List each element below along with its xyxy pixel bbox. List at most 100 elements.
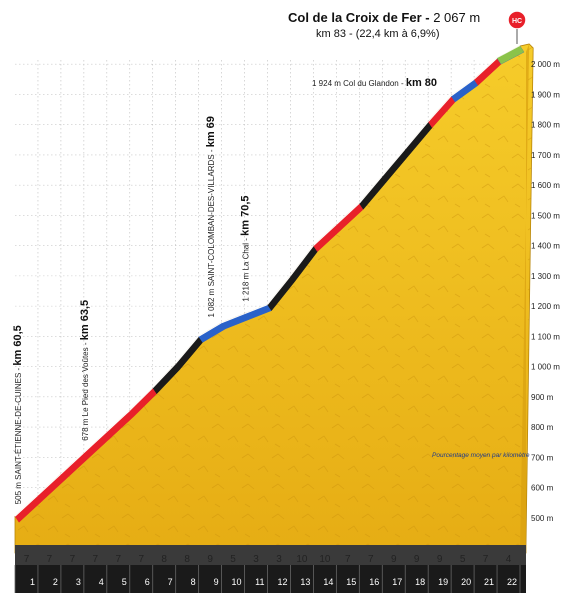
gradient-label: 10 (319, 554, 331, 565)
place-name: SAINT-ÉTIENNE-DE-CUINES - (14, 366, 23, 480)
place-altitude: 1 082 m (207, 286, 216, 317)
altitude-tick-label: 700 m (531, 453, 554, 462)
altitude-tick-label: 600 m (531, 484, 554, 493)
place-altitude: 1 218 m (242, 271, 251, 302)
ridge-highlight (290, 245, 314, 277)
gradient-label: 5 (460, 554, 466, 565)
gradient-note: Pourcentage moyen par kilomètre (432, 452, 530, 459)
km-label: 12 (277, 577, 287, 587)
gradient-label: 7 (368, 554, 374, 565)
chart-title: Col de la Croix de Fer - 2 067 m (288, 10, 480, 25)
km-label: 9 (214, 577, 219, 587)
km-label: 17 (392, 577, 402, 587)
km-label: 14 (323, 577, 333, 587)
altitude-tick-label: 1 000 m (531, 363, 560, 372)
place-name: La Chal - (242, 236, 251, 271)
mountain-side-face (520, 43, 530, 553)
ridge-highlight (60, 452, 85, 475)
place-km: km 70,5 (240, 195, 252, 235)
summit-altitude: 2 067 m (433, 10, 480, 25)
gradient-labels: 7 7 7 7 7 7 8 8 9 5 3 3 10 10 7 7 9 9 9 5 7 4 (24, 554, 512, 565)
altitude-axis: 500 m 600 m 700 m 800 m 900 m 1 000 m 1 100 m 1… (531, 60, 560, 523)
km-label: 18 (415, 577, 425, 587)
ridge-highlight (106, 410, 131, 432)
gradient-label: 7 (24, 554, 30, 565)
place-km: km 63,5 (79, 300, 91, 340)
gradient-label: 3 (276, 554, 282, 565)
ridge-highlight (381, 148, 406, 177)
place-annotation: 1 218 m La Chal - km 70,5 (240, 195, 252, 301)
gradient-label: 9 (414, 554, 420, 565)
gradient-label: 7 (138, 554, 144, 565)
ridge-highlight (267, 275, 291, 305)
km-label: 20 (461, 577, 471, 587)
km-label: 22 (507, 577, 517, 587)
gradient-label: 9 (391, 554, 397, 565)
ridge-highlight (221, 313, 245, 324)
hc-badge-label: HC (512, 18, 522, 25)
gradient-label: 7 (93, 554, 99, 565)
altitude-tick-label: 1 900 m (531, 90, 560, 99)
ridge-highlight (358, 175, 383, 204)
km-label: 16 (369, 577, 379, 587)
glandon-place: Col du Glandon - (343, 79, 406, 88)
altitude-tick-label: 500 m (531, 514, 554, 523)
ridge-highlight (427, 95, 452, 122)
place-km: km 60,5 (12, 325, 24, 365)
km-label: 15 (346, 577, 356, 587)
km-label: 2 (53, 577, 58, 587)
km-label: 19 (438, 577, 448, 587)
altitude-tick-label: 1 400 m (531, 242, 560, 251)
place-annotation-text: 678 m Le Pied des Voûtes - km 63,5 (79, 300, 91, 441)
km-label: 3 (76, 577, 81, 587)
km-label: 4 (99, 577, 104, 587)
chart-subtitle: km 83 - (22,4 km à 6,9%) (316, 28, 440, 40)
ridge-highlight (198, 322, 222, 337)
altitude-tick-label: 1 200 m (531, 302, 560, 311)
km-label: 10 (232, 577, 242, 587)
place-altitude: 678 m (81, 416, 90, 440)
place-km: km 69 (205, 116, 217, 147)
km-label: 13 (300, 577, 310, 587)
gradient-label: 9 (437, 554, 443, 565)
place-annotation: 505 m SAINT-ÉTIENNE-DE-CUINES - km 60,5 (12, 325, 24, 504)
ridge-highlight (473, 57, 498, 80)
hc-badge: HC (507, 10, 527, 30)
ridge-highlight (404, 121, 429, 150)
altitude-tick-label: 800 m (531, 423, 554, 432)
km-label: 5 (122, 577, 127, 587)
place-name: Le Pied des Voûtes - (81, 340, 90, 416)
altitude-tick-label: 900 m (531, 393, 554, 402)
km-label: 11 (255, 577, 264, 587)
place-altitude: 505 m (14, 480, 23, 504)
ridge-highlight (336, 202, 360, 225)
gradient-label: 7 (116, 554, 122, 565)
km-label: 21 (484, 577, 494, 587)
gradient-label: 3 (253, 554, 259, 565)
ridge-highlight (313, 224, 337, 247)
glandon-annotation: 1 924 m Col du Glandon - km 80 (312, 77, 437, 89)
gradient-label: 10 (296, 554, 308, 565)
km-labels: 1 2 3 4 5 6 7 8 9 10 11 12 13 14 15 16 17 18 19 20 21 22 (30, 577, 517, 587)
gradient-ridge-line (14, 45, 525, 523)
glandon-km: km 80 (406, 77, 437, 89)
km-label: 6 (145, 577, 150, 587)
ridge-highlight (244, 304, 268, 315)
gradient-label: 7 (70, 554, 76, 565)
ridge-highlight (450, 78, 475, 97)
place-annotation: 678 m Le Pied des Voûtes - km 63,5 (79, 300, 91, 441)
ridge-highlight (129, 387, 154, 411)
ridge-highlight (14, 494, 39, 517)
place-annotation-text: 505 m SAINT-ÉTIENNE-DE-CUINES - km 60,5 (12, 325, 24, 504)
gradient-label: 4 (506, 554, 512, 565)
altitude-tick-label: 1 300 m (531, 272, 560, 281)
gradient-label: 7 (345, 554, 351, 565)
altitude-tick-label: 2 000 m (531, 60, 560, 69)
gradient-label: 8 (184, 554, 190, 565)
km-label: 1 (30, 577, 35, 587)
altitude-tick-label: 1 800 m (531, 121, 560, 130)
place-annotation: 1 082 m SAINT-COLOMBAN-DES-VILLARDS - km… (205, 116, 217, 317)
km-base-strip (14, 545, 526, 593)
gradient-label: 8 (161, 554, 167, 565)
glandon-altitude: 1 924 m (312, 79, 343, 88)
